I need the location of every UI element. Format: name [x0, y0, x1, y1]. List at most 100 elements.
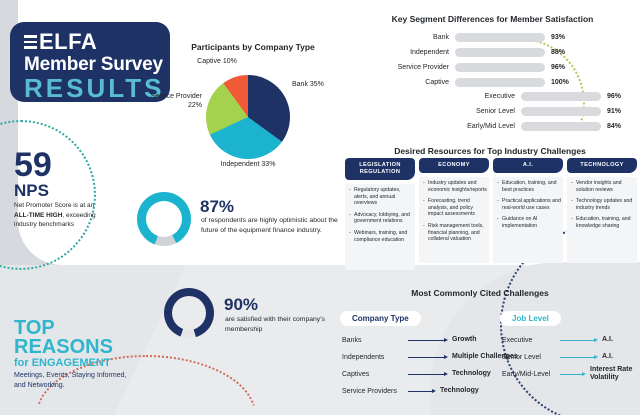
company-challenge-to: Growth [452, 335, 477, 343]
resources-column-body: Regulatory updates, alerts, and annual o… [345, 184, 415, 270]
company-challenge-from: Service Providers [342, 387, 397, 395]
resources-item: Risk management tools, financial plannin… [421, 223, 487, 243]
optimistic-description: of respondents are highly optimistic abo… [201, 217, 338, 234]
nps-description: Net Promoter Score is at an ALL-TIME HIG… [14, 201, 110, 230]
resources-item: Webinars, training, and compliance educa… [347, 230, 413, 243]
resources-column-body: Vendor insights and solution reviews Tec… [567, 177, 637, 263]
pie-label-captive: Captive 10% [197, 58, 237, 65]
elfa-bars-icon [24, 35, 37, 49]
joblevel-bar-row: Executive 96% [445, 91, 621, 102]
resources-columns: LEGISLATION REGULATION Regulatory update… [345, 158, 637, 270]
segment-bar-row: Captive 100% [389, 77, 569, 88]
joblevel-challenge-from: Executive [502, 336, 533, 344]
joblevel-bar-label: Executive [484, 93, 515, 100]
joblevel-challenge-row: Early/Mid-Level Interest Rate Volatility [502, 365, 640, 382]
brand-name: ELFA [39, 29, 98, 54]
satisfied-donut-chart [164, 288, 214, 338]
pie-chart-title: Participants by Company Type [191, 42, 315, 52]
top-reasons-description: Meetings, Events, Staying Informed, and … [14, 372, 127, 389]
pie-chart [206, 75, 290, 159]
segment-bar-value: 100% [551, 79, 569, 86]
joblevel-challenge-row: Executive A.I. [502, 334, 613, 346]
resources-column-header: TECHNOLOGY [567, 158, 637, 173]
segment-bar-row: Service Provider 96% [389, 62, 565, 73]
joblevel-challenge-to: A.I. [602, 335, 613, 343]
resources-column-header: A.I. [493, 158, 563, 173]
resources-column-body: Education, training, and best practices … [493, 177, 563, 263]
brand-lockup: ELFA [24, 31, 170, 53]
resources-column-legislation: LEGISLATION REGULATION Regulatory update… [345, 158, 415, 270]
segment-bar-label: Captive [425, 79, 449, 86]
company-challenge-row: Independents Multiple Challenges [342, 351, 518, 363]
resources-column-body: Industry updates and economic insights/r… [419, 177, 489, 263]
segment-bar-row: Independent 88% [389, 47, 565, 58]
arrow-icon [560, 355, 598, 359]
resources-title: Desired Resources for Top Industry Chall… [394, 146, 586, 156]
nps-label: NPS [14, 181, 49, 200]
joblevel-challenge-row: Senior Level A.I. [502, 351, 613, 363]
resources-item: Technology updates and industry trends [569, 198, 635, 211]
top-reasons-line3: for ENGAGEMENT [14, 357, 111, 369]
joblevel-bar-track [521, 92, 601, 101]
resources-item: Advocacy, lobbying, and government relat… [347, 212, 413, 225]
arrow-icon [560, 372, 586, 376]
arrow-icon [408, 372, 448, 376]
optimistic-donut-chart [137, 192, 191, 246]
company-challenge-to: Technology [440, 386, 479, 394]
resources-item: Forecasting, trend analysis, and policy … [421, 198, 487, 218]
top-reasons-line1: TOP [14, 317, 55, 339]
joblevel-challenge-to: A.I. [602, 352, 613, 360]
segment-chart-title: Key Segment Differences for Member Satis… [391, 14, 594, 24]
joblevel-bar-row: Senior Level 91% [445, 106, 621, 117]
pie-label-bank: Bank 35% [292, 81, 324, 88]
joblevel-challenge-to: Interest Rate Volatility [590, 365, 633, 382]
company-challenge-to: Multiple Challenges [452, 352, 518, 360]
resources-column-ai: A.I. Education, training, and best pract… [493, 158, 563, 270]
segment-bar-value: 96% [551, 64, 566, 71]
nps-desc-post: , exceeding industry benchmarks [14, 211, 96, 229]
joblevel-bar-label: Early/Mid Level [467, 123, 515, 130]
resources-item: Education, training, and best practices [495, 180, 561, 193]
arrow-icon [408, 338, 448, 342]
pie-label-service-provider: Service Provider 22% [150, 93, 202, 109]
company-challenge-row: Banks Growth [342, 334, 477, 346]
segment-bar-track [455, 48, 545, 57]
optimistic-value: 87% [200, 197, 235, 216]
joblevel-bar-label: Senior Level [476, 108, 515, 115]
resources-item: Guidance on AI implementation [495, 216, 561, 229]
joblevel-bar-track [521, 107, 601, 116]
resources-column-technology: TECHNOLOGY Vendor insights and solution … [567, 158, 637, 270]
joblevel-bar-value: 84% [607, 123, 622, 130]
segment-bar-track [455, 78, 545, 87]
segment-bar-label: Bank [433, 34, 449, 41]
resources-item: Vendor insights and solution reviews [569, 180, 635, 193]
nps-desc-bold: ALL-TIME HIGH [14, 211, 63, 219]
resources-item: Regulatory updates, alerts, and annual o… [347, 187, 413, 207]
segment-bar-label: Service Provider [397, 64, 449, 71]
segment-bar-value: 88% [551, 49, 566, 56]
pie-label-independent: Independent 33% [220, 161, 276, 168]
segment-bar-track [455, 33, 545, 42]
satisfied-value: 90% [224, 295, 259, 314]
joblevel-bar-value: 96% [607, 93, 622, 100]
joblevel-challenge-from: Senior Level [502, 353, 541, 361]
company-challenge-from: Captives [342, 370, 370, 378]
top-reasons-line2: REASONS [14, 336, 113, 358]
arrow-icon [408, 389, 436, 393]
joblevel-challenge-from: Early/Mid-Level [502, 370, 551, 378]
resources-column-header: LEGISLATION REGULATION [345, 158, 415, 180]
resources-item: Education, training, and knowledge shari… [569, 216, 635, 229]
title-results: RESULTS [24, 73, 165, 103]
company-challenge-to: Technology [452, 369, 491, 377]
joblevel-bar-row: Early/Mid Level 84% [445, 121, 621, 132]
joblevel-bar-track [521, 122, 601, 131]
segment-bar-track [455, 63, 545, 72]
title-card: ELFA Member Survey RESULTS [10, 22, 170, 102]
resources-item: Practical applications and real-world us… [495, 198, 561, 211]
title-subtitle: Member Survey [24, 54, 163, 75]
segment-bar-value: 93% [551, 34, 566, 41]
company-challenge-row: Service Providers Technology [342, 385, 479, 397]
joblevel-bar-value: 91% [607, 108, 622, 115]
segment-bar-label: Independent [410, 49, 449, 56]
